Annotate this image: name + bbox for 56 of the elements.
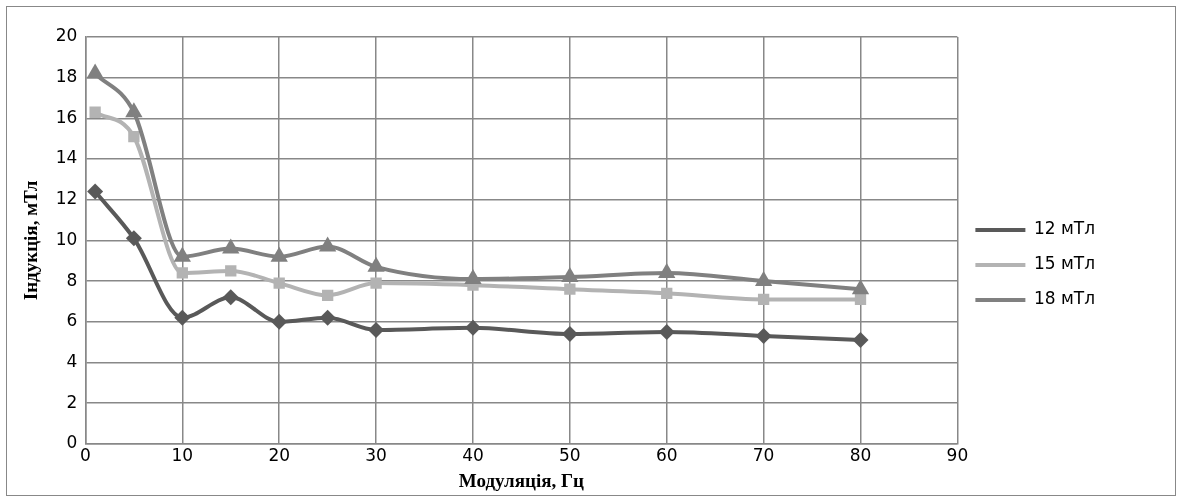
x-axis-title: Модуляція, Гц [458,469,585,491]
point [757,293,770,306]
x-tick-label: 70 [752,445,775,466]
point [658,323,675,340]
x-tick-label: 80 [849,445,872,466]
legend-label: 12 мТл [1033,218,1096,239]
y-tick-label: 12 [55,188,78,209]
point [271,313,288,330]
x-tick-label: 20 [268,445,291,466]
y-tick-label: 6 [66,310,78,331]
y-tick-label: 10 [55,228,78,249]
point [173,246,191,262]
point [464,319,481,336]
point [319,309,336,326]
point [854,293,867,306]
point [755,328,772,344]
y-tick-label: 0 [66,432,78,453]
point [176,267,188,279]
point [270,246,288,262]
point [222,238,240,254]
point [464,269,482,285]
y-tick-label: 18 [55,66,78,87]
point [125,230,142,247]
x-tick-label: 90 [946,445,969,466]
point [318,236,337,252]
point [321,289,334,301]
y-tick-label: 8 [66,269,78,290]
y-tick-label: 16 [55,106,78,127]
x-tick-label: 0 [80,445,91,466]
y-tick-label: 20 [55,25,78,46]
point [370,277,382,289]
point [222,289,239,306]
y-axis-title: Індукція, мТл [20,180,42,301]
point [89,106,101,118]
x-tick-label: 40 [462,445,484,466]
y-tick-label: 4 [66,350,78,371]
point [273,277,285,289]
point [86,63,104,79]
point [174,309,191,326]
legend-label: 15 мТл [1033,253,1096,274]
point [125,102,143,118]
point [851,279,870,295]
point [561,267,579,283]
legend-label: 18 мТл [1033,288,1096,309]
y-tick-label: 14 [55,147,78,168]
point [661,287,673,299]
point [754,271,773,287]
y-tick-label: 2 [66,391,78,412]
point [852,332,869,349]
x-tick-label: 10 [171,445,194,466]
point [564,283,576,295]
x-tick-label: 30 [365,445,387,466]
point [87,183,104,200]
x-tick-label: 50 [559,445,581,466]
point [225,265,237,277]
x-tick-label: 60 [655,445,678,466]
